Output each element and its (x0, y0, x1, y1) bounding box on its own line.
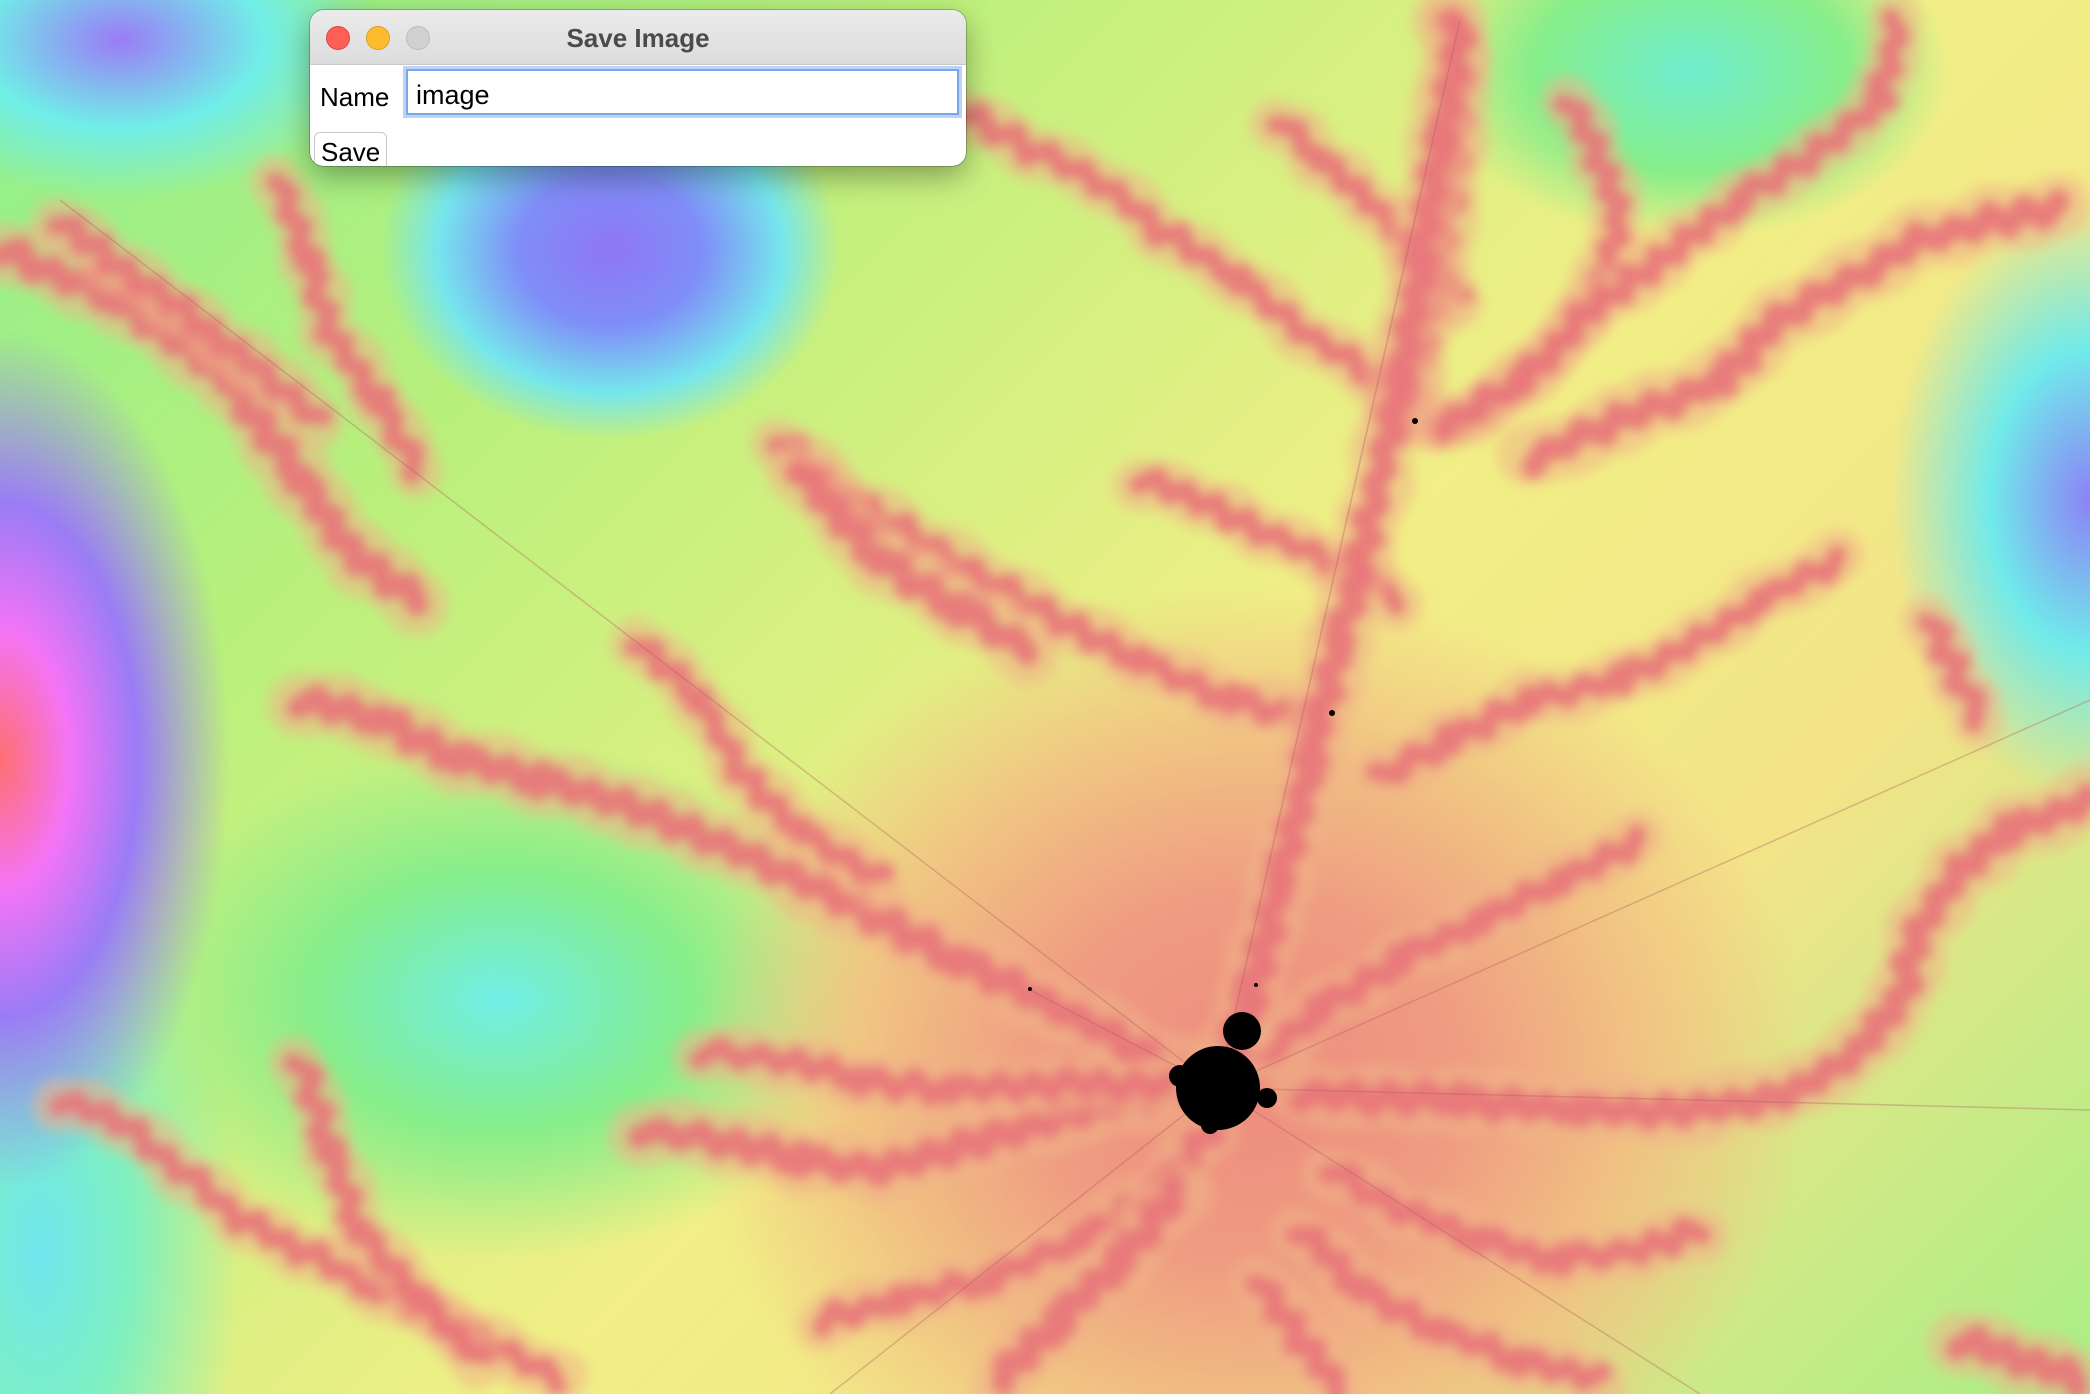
minimize-window-button[interactable] (366, 26, 390, 50)
fractal-ray (829, 1087, 1219, 1394)
fractal-filament (265, 171, 425, 485)
name-label: Name (320, 82, 390, 112)
fractal-filament (286, 683, 1195, 1079)
fractal-filament-halo (1411, 0, 1922, 453)
fractal-filament (1284, 1225, 1613, 1392)
fractal-filament (1317, 1162, 1712, 1279)
fractal-ray (59, 199, 1219, 1089)
save-button[interactable]: Save (314, 132, 388, 166)
fractal-ray (1217, 699, 2090, 1089)
mandelbrot-main-cardioid (1176, 1046, 1260, 1130)
mini-brot (1412, 418, 1418, 424)
fractal-filament (627, 1072, 1193, 1189)
fractal-filament (1944, 1323, 2090, 1394)
fractal-filament (45, 214, 334, 426)
fractal-filament (623, 636, 895, 885)
fractal-filament (1244, 1273, 1346, 1394)
fractal-filament (688, 1035, 1180, 1108)
mandelbrot-bulb-small (1201, 1116, 1219, 1134)
fractal-filament (1217, 6, 1479, 1066)
fractal-filament (991, 1172, 1186, 1394)
mandelbrot-bulb-small (1257, 1088, 1277, 1108)
fractal-filament (1915, 612, 1988, 734)
titlebar[interactable]: Save Image (310, 10, 966, 65)
fractal-filament (1246, 824, 1647, 1067)
window-title: Save Image (566, 23, 710, 53)
fractal-filament (1433, 7, 1911, 445)
fractal-filament (1365, 544, 1848, 785)
fractal-ray (1217, 1087, 2090, 1111)
fractal-filament (1521, 188, 2071, 480)
fractal-filament (282, 1052, 496, 1365)
save-image-dialog: Save Image Name Save (310, 10, 966, 166)
fractal-filament (945, 102, 1436, 437)
maximize-window-button (406, 26, 430, 50)
close-window-button[interactable] (326, 26, 350, 50)
mandelbrot-bulb (1223, 1012, 1261, 1050)
name-input[interactable] (403, 66, 962, 118)
mini-brot (1254, 983, 1258, 987)
fractal-ray (1217, 19, 1461, 1089)
mandelbrot-bulb-small (1169, 1065, 1191, 1087)
mini-brot (1028, 987, 1032, 991)
fractal-filament (783, 461, 1040, 667)
fractal-filament (1287, 782, 2090, 1132)
mini-brot (1329, 710, 1335, 716)
fractal-ray (1217, 1087, 1701, 1394)
